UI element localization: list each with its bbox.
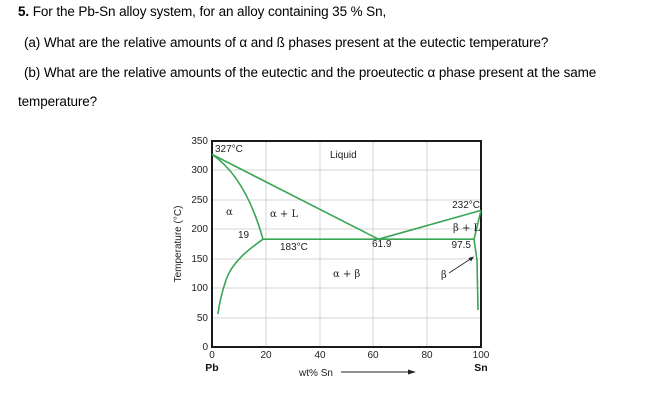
y-tick-0: 0 <box>202 342 208 353</box>
region-alpha: α <box>226 207 233 218</box>
y-tick-350: 350 <box>191 136 208 147</box>
y-tick-300: 300 <box>191 165 208 176</box>
region-liquid: Liquid <box>330 150 357 161</box>
x-tick-20: 20 <box>260 350 272 361</box>
x-tick-100: 100 <box>473 350 490 361</box>
eutectic-composition-label: 61.9 <box>372 239 392 250</box>
question-part-b-continued: temperature? <box>18 94 98 109</box>
x-axis-arrow <box>341 369 416 375</box>
y-axis-label: Temperature (°C) <box>173 206 184 283</box>
y-tick-250: 250 <box>191 195 208 206</box>
y-tick-150: 150 <box>191 254 208 265</box>
alpha-solvus <box>217 238 264 315</box>
x-tick-80: 80 <box>421 350 433 361</box>
liquidus-right <box>378 209 482 240</box>
region-beta: β <box>441 270 447 281</box>
x-tick-labels: 0 20 40 60 80 100 <box>209 350 490 361</box>
phase-boundaries <box>211 153 482 315</box>
plot-frame <box>211 140 482 348</box>
region-alpha-plus-beta: α + β <box>333 269 360 280</box>
beta-solvus <box>473 239 479 311</box>
y-tick-100: 100 <box>191 283 208 294</box>
region-alpha-plus-liquid: α + L <box>270 209 298 220</box>
alpha-solidus <box>211 153 264 240</box>
x-tick-0: 0 <box>209 350 215 361</box>
x-tick-60: 60 <box>367 350 379 361</box>
sn-label: Sn <box>474 362 487 374</box>
question-stem: 5. For the Pb-Sn alloy system, for an al… <box>18 4 386 19</box>
beta-composition-label: 97.5 <box>452 240 472 251</box>
pb-label: Pb <box>205 362 218 374</box>
pb-melting-point-label: 327°C <box>215 144 243 155</box>
question-part-b: (b) What are the relative amounts of the… <box>24 65 597 80</box>
y-tick-50: 50 <box>197 313 209 324</box>
region-beta-plus-liquid: β + L <box>453 223 481 234</box>
eutectic-temperature-label: 183°C <box>280 242 308 253</box>
alpha-max-solubility-label: 19 <box>238 230 250 241</box>
y-tick-200: 200 <box>191 224 208 235</box>
question-stem-text: For the Pb-Sn alloy system, for an alloy… <box>29 4 387 19</box>
question-number: 5. <box>18 4 30 19</box>
beta-pointer-arrow <box>448 256 474 274</box>
x-axis-label: wt% Sn <box>298 368 333 379</box>
beta-solidus <box>473 210 482 240</box>
liquidus-left <box>211 153 379 240</box>
grid <box>212 141 481 347</box>
x-tick-40: 40 <box>314 350 326 361</box>
question-part-a: (a) What are the relative amounts of α a… <box>24 35 549 50</box>
y-tick-labels: 350 300 250 200 150 100 50 0 <box>191 136 208 353</box>
sn-melting-point-label: 232°C <box>452 200 480 211</box>
